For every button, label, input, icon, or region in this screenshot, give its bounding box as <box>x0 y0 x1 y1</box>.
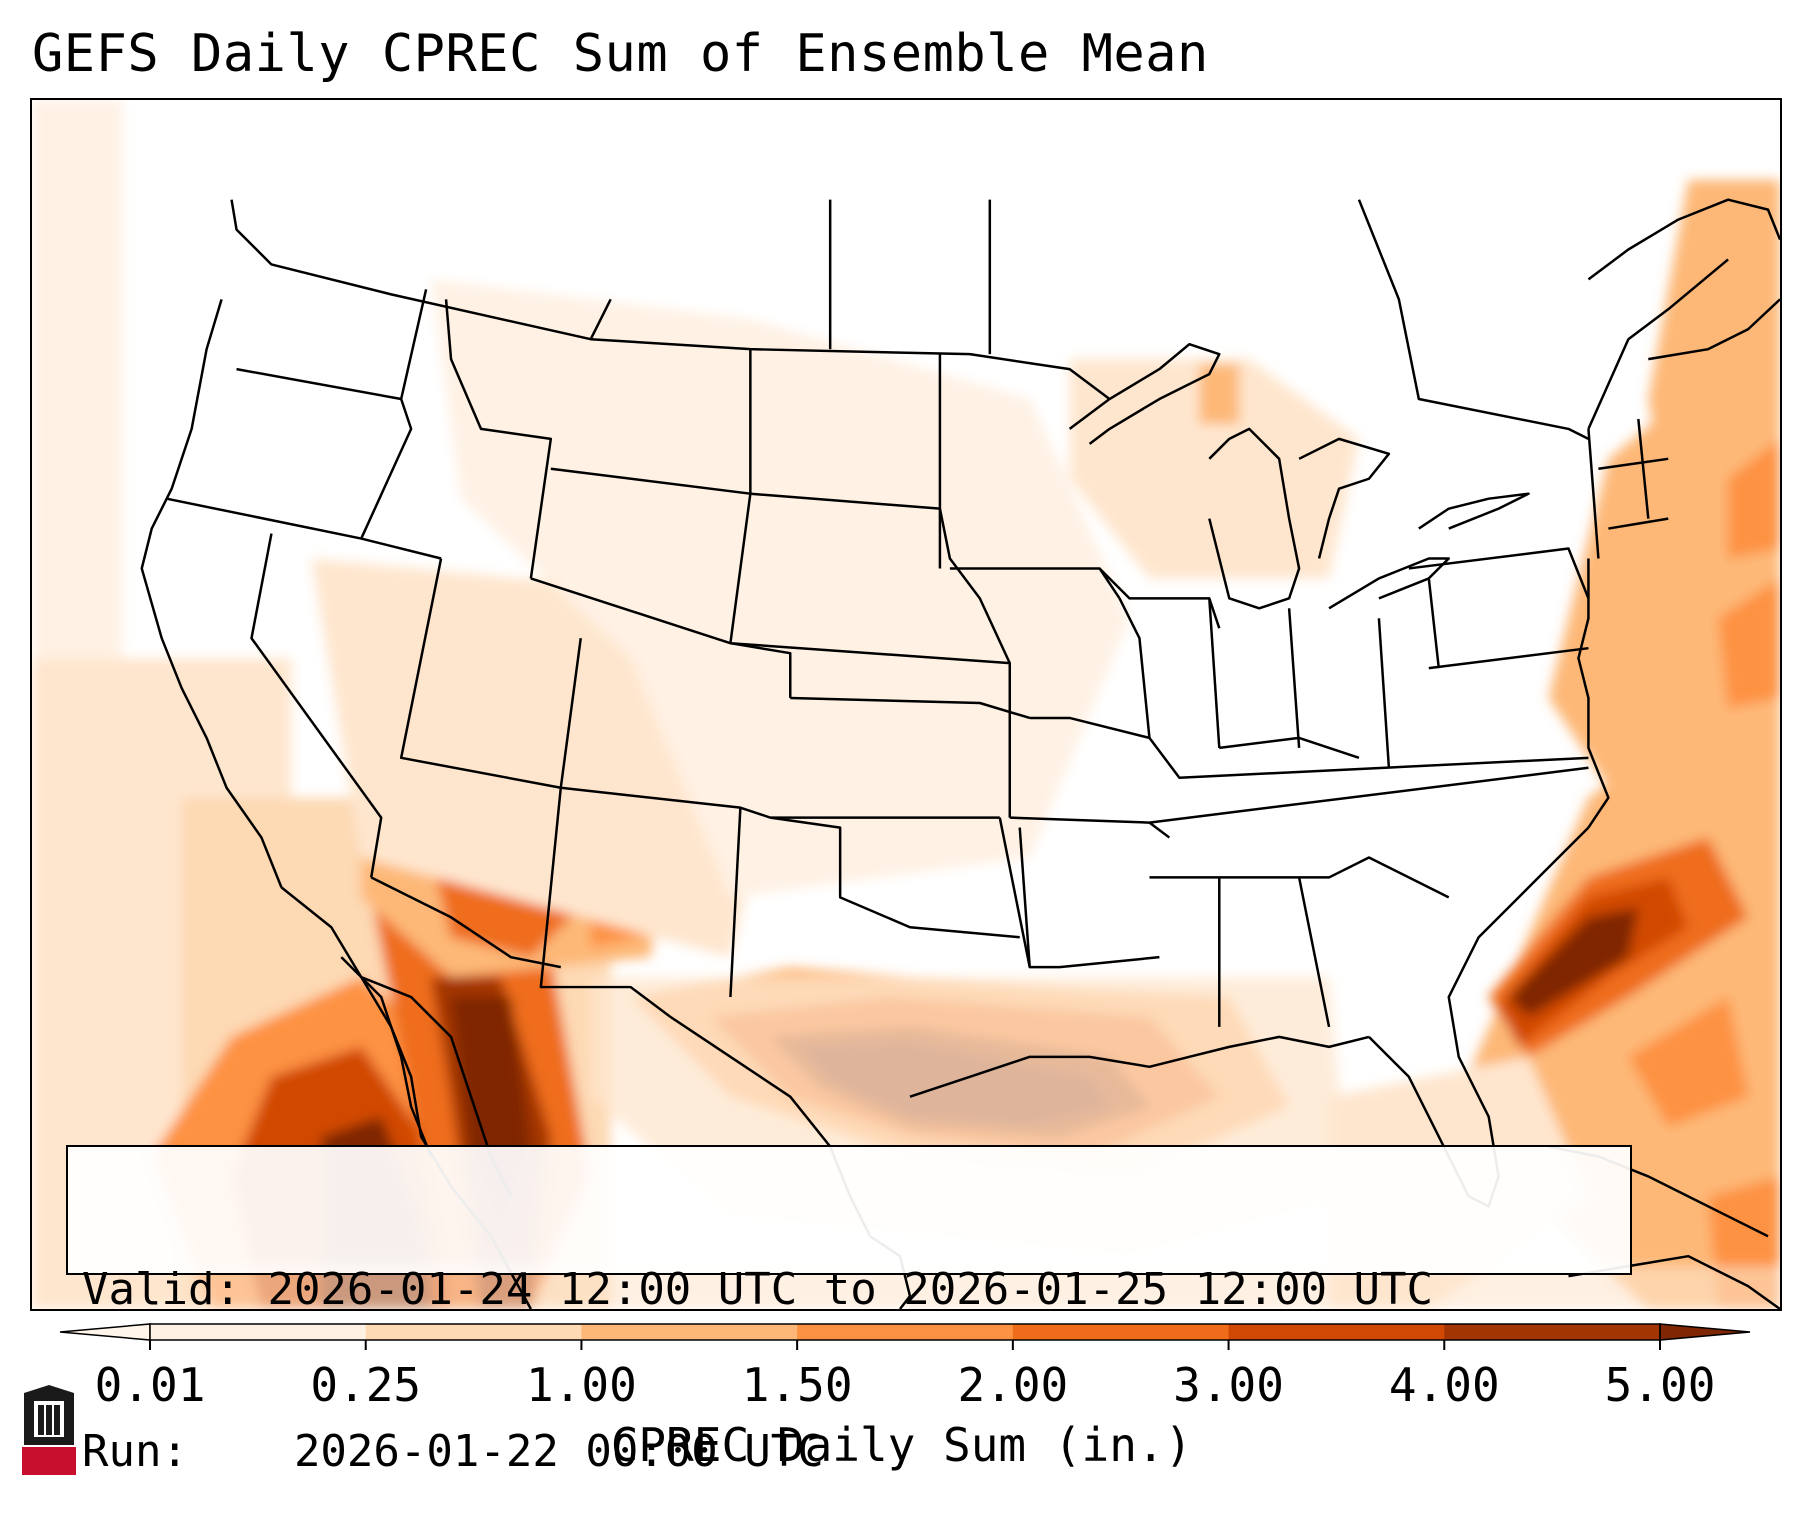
precip-map <box>32 100 1780 1309</box>
colorbar-tick-label: 0.01 <box>94 1358 206 1412</box>
colorbar-segment <box>797 1324 1014 1340</box>
valid-value: 2026-01-24 12:00 UTC to 2026-01-25 12:00… <box>267 1264 1434 1315</box>
colorbar-tick-label: 2.00 <box>957 1358 1069 1412</box>
map-title: GEFS Daily CPREC Sum of Ensemble Mean <box>32 24 1209 84</box>
colorbar-segment <box>365 1324 582 1340</box>
colorbar-segment <box>1012 1324 1230 1340</box>
run-line: Run: 2026-01-22 00:00 UTC <box>82 1425 1616 1479</box>
run-label: Run: <box>82 1426 188 1477</box>
colorbar-tick-label: 5.00 <box>1604 1358 1716 1412</box>
precip-shading <box>32 100 1780 1309</box>
colorbar-under-arrow <box>59 1323 151 1341</box>
colorbar-tick-label: 3.00 <box>1173 1358 1284 1412</box>
colorbar-segment <box>1228 1324 1445 1340</box>
colorbar <box>59 1323 1751 1350</box>
colorbar-segment <box>581 1324 798 1340</box>
valid-line: Valid: 2026-01-24 12:00 UTC to 2026-01-2… <box>82 1263 1616 1317</box>
colorbar-segment <box>150 1324 367 1340</box>
colorbar-over-arrow <box>1659 1323 1751 1341</box>
colorbar-outline <box>149 1323 1661 1341</box>
colorbar-tick-label: 4.00 <box>1388 1358 1500 1412</box>
map-panel <box>30 98 1782 1311</box>
colorbar-tick-label: 1.50 <box>741 1358 853 1412</box>
state-boundaries <box>140 198 1780 1309</box>
run-value: 2026-01-22 00:00 UTC <box>293 1426 824 1477</box>
valid-label: Valid: <box>82 1264 241 1315</box>
colorbar-tick-label: 0.25 <box>310 1358 422 1412</box>
niu-logo-icon <box>22 1385 76 1475</box>
colorbar-segment <box>1444 1324 1661 1340</box>
valid-run-info-box: Valid: 2026-01-24 12:00 UTC to 2026-01-2… <box>66 1145 1632 1477</box>
colorbar-label: CPREC Daily Sum (in.) <box>610 1418 1193 1472</box>
colorbar-tick-label: 1.00 <box>526 1358 637 1412</box>
